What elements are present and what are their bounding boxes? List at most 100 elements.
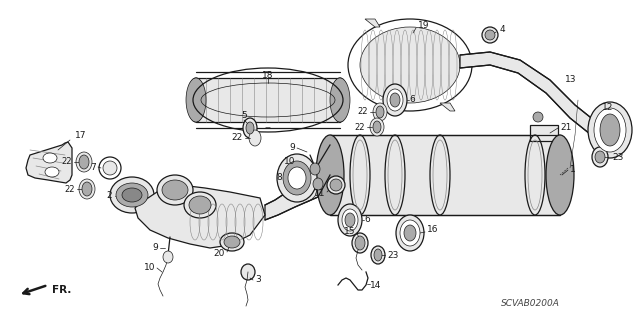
Text: 2: 2 <box>106 191 112 201</box>
Polygon shape <box>330 135 560 215</box>
Polygon shape <box>460 52 600 138</box>
Text: 23: 23 <box>387 250 398 259</box>
Ellipse shape <box>224 236 240 248</box>
Text: 7: 7 <box>90 162 96 172</box>
Text: 23: 23 <box>612 152 623 161</box>
Ellipse shape <box>485 30 495 40</box>
Ellipse shape <box>288 167 306 189</box>
Ellipse shape <box>533 112 543 122</box>
Ellipse shape <box>157 175 193 205</box>
Ellipse shape <box>376 106 384 118</box>
Ellipse shape <box>283 161 311 195</box>
Text: 9: 9 <box>289 144 295 152</box>
Text: 10: 10 <box>284 158 295 167</box>
Ellipse shape <box>387 89 403 111</box>
Text: 12: 12 <box>602 103 614 113</box>
Ellipse shape <box>188 78 205 122</box>
Ellipse shape <box>162 180 188 200</box>
Ellipse shape <box>220 233 244 251</box>
Polygon shape <box>26 142 72 183</box>
Text: 22: 22 <box>358 108 368 116</box>
Text: 16: 16 <box>427 226 438 234</box>
Ellipse shape <box>373 103 387 121</box>
Ellipse shape <box>342 209 358 231</box>
Text: 20: 20 <box>214 249 225 257</box>
Ellipse shape <box>355 236 365 250</box>
Ellipse shape <box>241 264 255 280</box>
Ellipse shape <box>103 161 117 175</box>
Text: 5: 5 <box>241 112 247 121</box>
Ellipse shape <box>79 179 95 199</box>
Ellipse shape <box>189 196 211 214</box>
Text: 22: 22 <box>65 184 75 194</box>
Text: 22: 22 <box>61 158 72 167</box>
Ellipse shape <box>594 108 626 152</box>
Ellipse shape <box>370 118 384 136</box>
Ellipse shape <box>186 78 206 122</box>
Ellipse shape <box>592 147 608 167</box>
Ellipse shape <box>482 27 498 43</box>
Ellipse shape <box>76 152 92 172</box>
Ellipse shape <box>371 246 385 264</box>
Ellipse shape <box>249 130 261 146</box>
Ellipse shape <box>383 84 407 116</box>
Text: SCVAB0200A: SCVAB0200A <box>500 299 559 308</box>
Ellipse shape <box>122 188 142 202</box>
Text: 6: 6 <box>364 216 370 225</box>
Ellipse shape <box>390 93 400 107</box>
Ellipse shape <box>595 151 605 163</box>
Ellipse shape <box>327 176 345 194</box>
Text: 8: 8 <box>276 174 282 182</box>
Ellipse shape <box>277 154 317 202</box>
Ellipse shape <box>360 27 460 103</box>
Text: 4: 4 <box>500 26 506 34</box>
Polygon shape <box>365 19 380 27</box>
Ellipse shape <box>110 177 154 213</box>
Polygon shape <box>265 145 330 220</box>
Text: 6: 6 <box>409 95 415 105</box>
Text: 15: 15 <box>344 227 355 236</box>
Ellipse shape <box>246 122 254 134</box>
Ellipse shape <box>43 153 57 163</box>
Ellipse shape <box>373 121 381 133</box>
Ellipse shape <box>79 155 89 169</box>
Ellipse shape <box>352 233 368 253</box>
Text: 9: 9 <box>152 243 158 253</box>
Text: 17: 17 <box>75 130 86 139</box>
Ellipse shape <box>396 215 424 251</box>
Text: 1: 1 <box>570 166 576 174</box>
Text: 21: 21 <box>560 123 572 132</box>
Text: 13: 13 <box>565 76 577 85</box>
Ellipse shape <box>163 251 173 263</box>
Text: 3: 3 <box>255 276 260 285</box>
Ellipse shape <box>400 220 420 246</box>
Text: 14: 14 <box>370 280 381 290</box>
Ellipse shape <box>243 118 257 138</box>
Ellipse shape <box>332 78 349 122</box>
Text: 22: 22 <box>355 122 365 131</box>
Ellipse shape <box>310 163 320 175</box>
Text: 22: 22 <box>232 133 243 143</box>
Ellipse shape <box>600 114 620 146</box>
Ellipse shape <box>404 225 416 241</box>
Polygon shape <box>196 78 340 122</box>
Ellipse shape <box>99 157 121 179</box>
Text: 10: 10 <box>143 263 155 272</box>
Ellipse shape <box>348 19 472 111</box>
Ellipse shape <box>116 183 148 207</box>
Text: FR.: FR. <box>52 285 72 295</box>
Bar <box>530 125 558 141</box>
Ellipse shape <box>345 213 355 227</box>
Polygon shape <box>440 103 455 111</box>
Text: 18: 18 <box>262 70 274 79</box>
Ellipse shape <box>330 179 342 191</box>
Ellipse shape <box>374 249 382 261</box>
Ellipse shape <box>313 178 323 190</box>
Ellipse shape <box>45 167 59 177</box>
Ellipse shape <box>330 78 350 122</box>
Ellipse shape <box>338 204 362 236</box>
Ellipse shape <box>588 102 632 158</box>
Ellipse shape <box>82 182 92 196</box>
Ellipse shape <box>184 192 216 218</box>
Polygon shape <box>135 185 265 248</box>
